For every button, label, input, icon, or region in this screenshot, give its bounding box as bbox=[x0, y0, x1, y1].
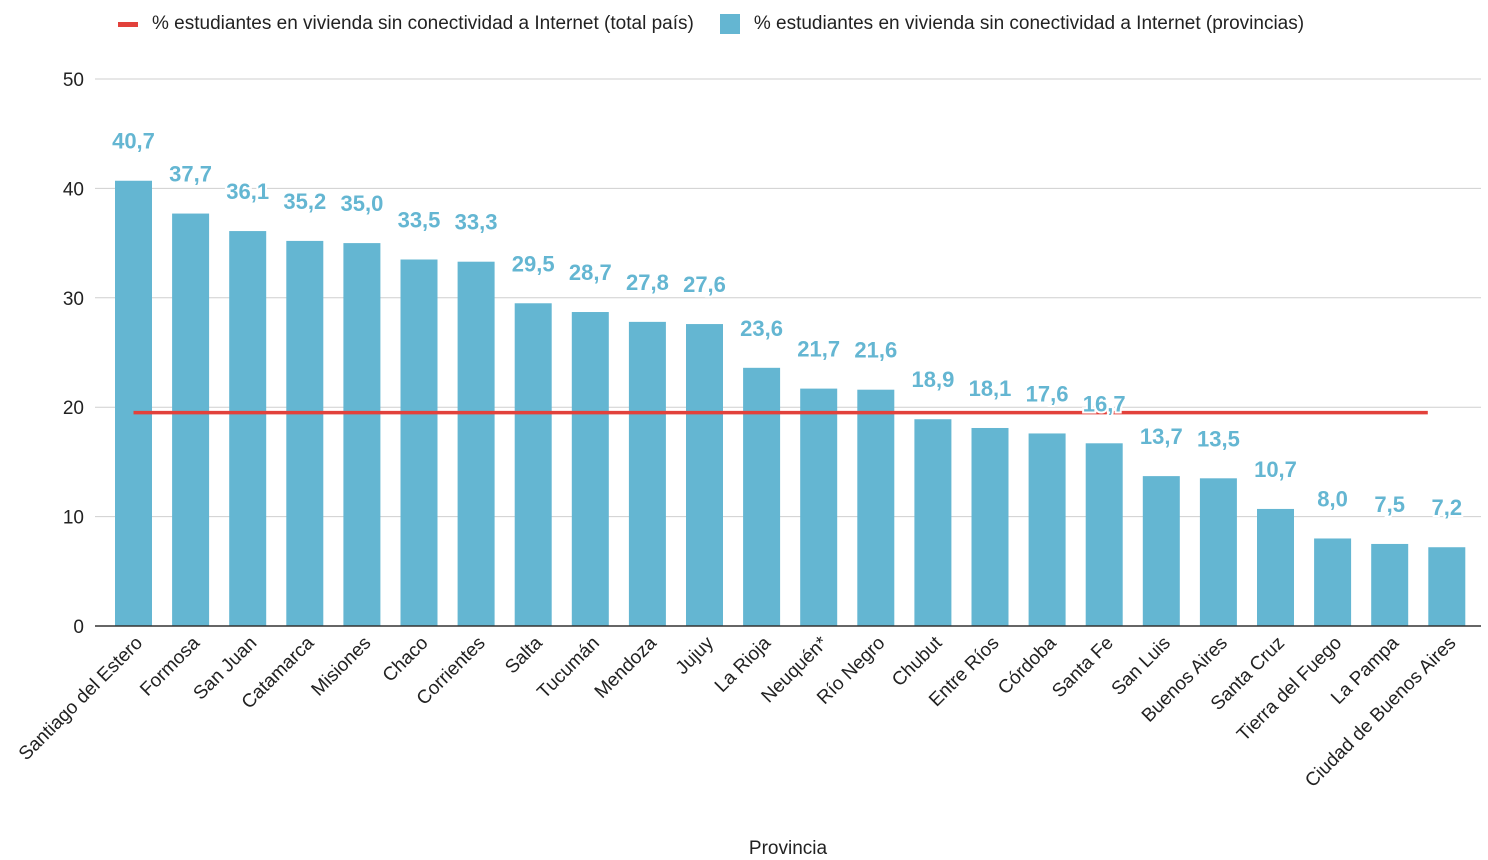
data-label: 28,7 bbox=[569, 260, 612, 285]
data-label: 7,2 bbox=[1432, 495, 1463, 520]
data-label: 21,7 bbox=[797, 337, 840, 362]
data-label: 10,7 bbox=[1254, 457, 1297, 482]
legend-item-provincias: % estudiantes en vivienda sin conectivid… bbox=[719, 13, 1305, 35]
bar bbox=[1428, 547, 1466, 626]
x-tick-label: Chaco bbox=[379, 633, 433, 687]
bar bbox=[800, 388, 838, 626]
bar bbox=[1085, 443, 1123, 626]
bar bbox=[229, 231, 267, 627]
bar bbox=[172, 213, 210, 626]
bar bbox=[1028, 433, 1066, 626]
bar bbox=[571, 312, 609, 626]
data-label: 13,5 bbox=[1197, 426, 1240, 451]
x-tick-label: Salta bbox=[501, 632, 547, 678]
bar bbox=[1257, 508, 1294, 626]
y-tick-label: 30 bbox=[63, 289, 84, 310]
bar bbox=[400, 259, 438, 626]
data-label: 27,6 bbox=[683, 272, 726, 297]
x-tick-label: Jujuy bbox=[672, 632, 719, 679]
y-tick-label: 40 bbox=[63, 179, 84, 200]
data-label: 33,3 bbox=[455, 210, 498, 235]
bar bbox=[457, 261, 495, 626]
data-label: 36,1 bbox=[226, 179, 269, 204]
data-label: 35,2 bbox=[283, 189, 326, 214]
data-label: 17,6 bbox=[1026, 381, 1069, 406]
x-axis-title: Provincia bbox=[749, 838, 828, 855]
data-label: 21,6 bbox=[854, 338, 897, 363]
data-label: 33,5 bbox=[398, 208, 441, 233]
x-tick-label: Tucumán bbox=[533, 633, 603, 703]
data-label: 23,6 bbox=[740, 316, 783, 341]
x-tick-label: Misiones bbox=[308, 633, 376, 701]
data-label: 35,0 bbox=[340, 191, 383, 216]
bar bbox=[628, 321, 666, 626]
data-label: 8,0 bbox=[1317, 486, 1348, 511]
x-tick-label: Mendoza bbox=[591, 632, 661, 702]
x-tick-label: Santa Fe bbox=[1048, 633, 1117, 702]
bar bbox=[1371, 543, 1409, 626]
data-label: 29,5 bbox=[512, 251, 555, 276]
bar bbox=[1314, 538, 1352, 626]
bar bbox=[1142, 476, 1180, 626]
bar bbox=[971, 427, 1009, 626]
data-label: 40,7 bbox=[112, 129, 155, 154]
data-label: 13,7 bbox=[1140, 424, 1183, 449]
bar bbox=[343, 243, 381, 626]
bar bbox=[857, 389, 895, 626]
bar bbox=[514, 303, 552, 626]
x-tick-label: Tierra del Fuego bbox=[1233, 633, 1346, 746]
data-label: 18,1 bbox=[969, 376, 1012, 401]
legend: % estudiantes en vivienda sin conectivid… bbox=[118, 10, 1330, 38]
x-tick-label: Santiago del Estero bbox=[15, 633, 147, 765]
data-label: 37,7 bbox=[169, 162, 212, 187]
legend-line-marker bbox=[118, 21, 138, 27]
y-tick-label: 0 bbox=[73, 617, 84, 638]
y-tick-label: 50 bbox=[63, 70, 84, 91]
bar bbox=[743, 367, 781, 626]
y-tick-label: 10 bbox=[63, 508, 84, 529]
data-label: 16,7 bbox=[1083, 391, 1126, 416]
bar bbox=[914, 419, 952, 626]
data-label: 27,8 bbox=[626, 270, 669, 295]
bar bbox=[115, 180, 152, 626]
grid-layer bbox=[95, 78, 1481, 518]
legend-item-total: % estudiantes en vivienda sin conectivid… bbox=[118, 13, 694, 35]
bar bbox=[1199, 478, 1237, 626]
data-label: 18,9 bbox=[911, 367, 954, 392]
bar bbox=[286, 240, 324, 627]
data-label-layer: 40,7 37,7 36,1 35,2 35,0 33,5 33,3 29,5 28,7 27,8… bbox=[110, 127, 1464, 522]
legend-label-total: % estudiantes en vivienda sin conectivid… bbox=[152, 13, 694, 34]
y-tick-label: 20 bbox=[63, 398, 84, 419]
bar bbox=[686, 324, 723, 626]
bar-layer bbox=[115, 180, 1466, 627]
legend-swatch-marker bbox=[719, 14, 740, 34]
legend-label-provincias: % estudiantes en vivienda sin conectivid… bbox=[753, 13, 1305, 34]
data-label: 7,5 bbox=[1374, 492, 1405, 517]
